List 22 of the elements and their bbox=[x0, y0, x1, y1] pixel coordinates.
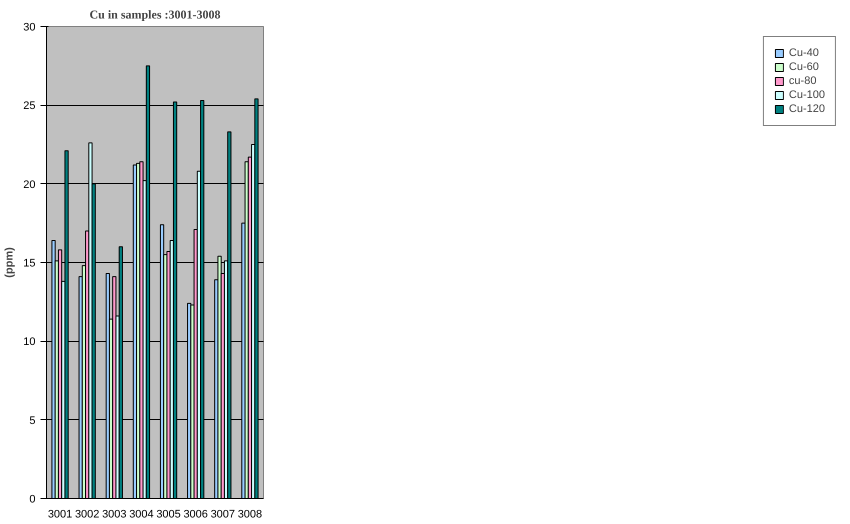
legend-label: Cu-120 bbox=[788, 103, 825, 115]
x-tick-label: 3006 bbox=[183, 508, 208, 520]
x-tick-label: 3001 bbox=[48, 508, 72, 520]
x-tick-label: 3007 bbox=[210, 508, 236, 520]
x-tick-label: 3005 bbox=[156, 508, 181, 520]
y-tick-label: 5 bbox=[29, 414, 36, 427]
legend-label: cu-80 bbox=[788, 75, 816, 87]
x-tick-label: 3008 bbox=[238, 508, 262, 520]
chart-title: Cu in samples :3001-3008 bbox=[89, 8, 221, 22]
y-tick-label: 20 bbox=[23, 178, 36, 191]
y-tick-label: 25 bbox=[23, 100, 36, 112]
y-tick-label: 15 bbox=[23, 258, 36, 270]
y-tick-label: 10 bbox=[23, 336, 36, 348]
legend-label: Cu-100 bbox=[788, 89, 825, 101]
y-tick-label: 30 bbox=[23, 22, 36, 34]
legend-label: Cu-60 bbox=[788, 61, 819, 73]
x-tick-label: 3004 bbox=[129, 508, 154, 520]
y-tick-label: 0 bbox=[29, 494, 36, 506]
y-axis-title: (ppm) bbox=[3, 246, 16, 278]
x-tick-label: 3002 bbox=[74, 508, 100, 520]
legend-label: Cu-40 bbox=[788, 47, 819, 59]
x-tick-label: 3003 bbox=[102, 508, 127, 520]
